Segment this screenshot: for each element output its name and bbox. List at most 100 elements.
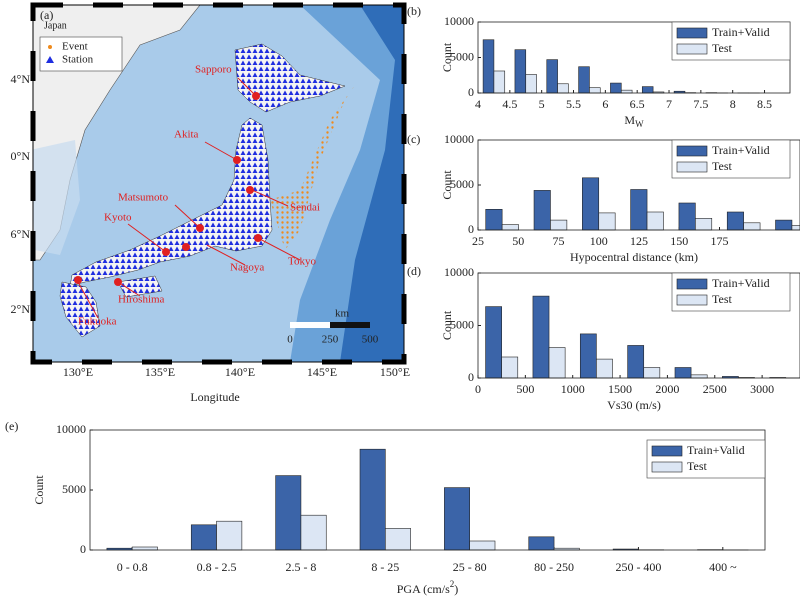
bar [579,333,597,379]
x-tick-label: 80 - 250 [534,560,574,574]
bar [674,367,692,379]
panel-label: (d) [407,264,421,278]
x-tick-label: 0.8 - 2.5 [197,560,237,574]
bar [630,189,648,231]
bar [726,211,744,231]
bar [775,219,793,231]
bar [646,211,664,231]
y-tick-label: 0 [468,85,474,99]
y-tick-label: 5000 [62,482,86,496]
axes-frame [477,272,800,379]
lon-label: 130°E [63,365,93,379]
lon-label: 140°E [225,365,255,379]
lon-label: 150°E [380,365,410,379]
legend-label: Train+Valid [687,443,745,457]
x-tick-label: 1500 [608,382,632,396]
lat-label: 6°N [11,227,31,241]
bar [469,540,496,551]
bar [589,87,601,94]
bar [528,536,555,551]
y-axis-label: Count [440,310,454,340]
x-axis-label-sub: W [635,119,644,129]
legend-swatch [676,43,708,55]
x-axis-label: PGA (cm/s2) [397,579,459,596]
lon-label: 145°E [307,365,337,379]
x-tick-label: 4 [475,97,481,111]
x-tick-label: 7.5 [693,97,708,111]
x-tick-label: 2500 [703,382,727,396]
y-axis-label: Count [440,42,454,72]
bar [359,448,386,551]
scale-unit: km [335,308,350,320]
x-tick-label: 2.5 - 8 [285,560,316,574]
bar [582,177,600,231]
bar [643,367,661,379]
scale-label: 250 [322,334,339,346]
y-tick-label: 5000 [450,177,474,191]
y-tick-label: 10000 [444,132,474,146]
bar [743,222,761,231]
bar [493,70,506,94]
bar [525,74,537,94]
lat-label: 2°N [11,302,31,316]
x-tick-label: 150 [670,234,688,248]
x-tick-label: 100 [590,234,608,248]
x-axis-label-text: Vs30 (m/s) [607,398,661,412]
axes-frame [89,429,766,551]
bar [791,225,800,231]
scale-label: 0 [287,334,293,346]
lon-label: 135°E [145,365,175,379]
bar [641,86,654,94]
bar [216,520,243,551]
legend-swatch [676,278,708,290]
legend-label: Test [712,292,732,306]
x-tick-label: 3000 [750,382,774,396]
x-axis-label-sup: 2 [450,579,455,589]
x-axis-label-text: M [624,113,635,127]
x-tick-label: 500 [516,382,534,396]
bar [482,39,495,94]
city-label: Fukuoka [78,316,117,328]
x-tick-label: 6 [602,97,608,111]
y-tick-label: 0 [468,370,474,384]
city-label: Matsumoto [118,192,169,204]
legend-swatch [676,27,708,39]
bar [610,82,622,94]
bar [300,514,327,551]
y-tick-label: 10000 [444,265,474,279]
y-tick-label: 0 [80,542,86,556]
bar [275,475,302,551]
city-label: Tokyo [288,256,316,268]
map-panel-label: (a) [40,8,53,22]
city-label: Nagoya [230,262,264,274]
x-tick-label: 25 - 80 [453,560,487,574]
bar [627,345,645,379]
bar [190,524,217,551]
city-label: Hiroshima [118,294,165,306]
x-tick-label: 400 ~ [709,560,737,574]
legend-swatch [676,161,708,173]
bar [557,83,569,94]
x-tick-label: 2000 [655,382,679,396]
y-tick-label: 5000 [450,317,474,331]
x-tick-label: 250 - 400 [615,560,661,574]
bar [533,190,551,231]
x-axis-label-text: PGA (cm/s [397,582,450,596]
bar [546,59,558,94]
bar [501,356,519,379]
x-tick-label: 4.5 [502,97,517,111]
legend-label: Train+Valid [712,276,770,290]
x-tick-label: 5.5 [566,97,581,111]
legend-swatch [651,461,683,473]
y-axis-label: Count [440,170,454,200]
x-tick-label: 50 [512,234,524,248]
bar [596,358,613,379]
x-tick-label: 5 [539,97,545,111]
legend-swatch [651,445,683,457]
panel-label: (e) [5,419,18,433]
x-tick-label: 0 [475,382,481,396]
map: (a) Japan Event Station 4°N 0°N 6°N 2°N … [11,2,410,404]
y-tick-label: 0 [468,222,474,236]
panel-label: (c) [407,132,420,146]
bar [444,487,470,551]
